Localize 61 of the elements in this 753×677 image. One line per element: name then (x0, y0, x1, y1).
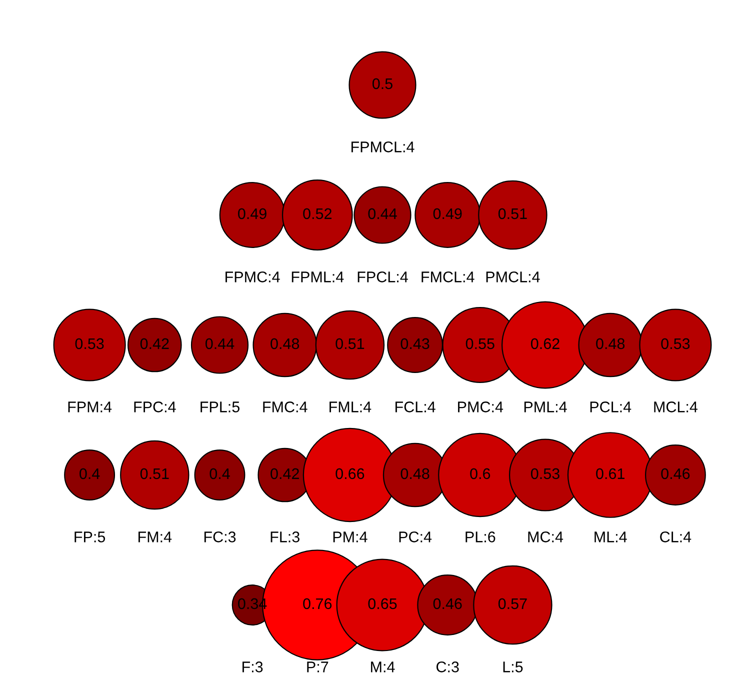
data-label: 0.53 (75, 338, 104, 350)
category-label: FMCL:4 (422, 272, 474, 282)
category-label: FPCL:4 (358, 272, 408, 282)
category-label: FPL:5 (200, 402, 240, 412)
data-label: 0.49 (238, 208, 266, 220)
data-label: 0.66 (336, 468, 364, 480)
category-label: FML:4 (330, 402, 372, 412)
data-label: 0.44 (205, 338, 234, 350)
data-label: 0.48 (270, 338, 300, 350)
category-label: PC:4 (399, 532, 432, 542)
data-label: 0.53 (530, 468, 560, 480)
data-label: 0.62 (530, 338, 560, 350)
category-label: C:3 (436, 662, 459, 672)
data-label: 0.43 (400, 338, 430, 350)
category-label: P:7 (307, 662, 328, 672)
data-label: 0.49 (433, 208, 462, 220)
data-label: 0.65 (368, 598, 397, 610)
category-label: PML:4 (524, 402, 567, 412)
category-label: FCL:4 (396, 402, 436, 412)
data-label: 0.44 (368, 208, 397, 220)
category-label: FC:3 (204, 532, 236, 542)
category-label: FPC:4 (134, 402, 176, 412)
data-label: 0.6 (470, 468, 490, 480)
category-label: PL:6 (466, 532, 496, 542)
category-label: MC:4 (528, 532, 564, 542)
category-label: L:5 (503, 662, 523, 672)
category-label: FP:5 (74, 532, 106, 542)
category-label: F:3 (242, 662, 263, 672)
data-label: 0.51 (336, 338, 364, 350)
data-label: 0.52 (303, 208, 332, 220)
data-label: 0.48 (596, 338, 625, 350)
data-label: 0.46 (433, 598, 462, 610)
category-label: PMCL:4 (486, 272, 540, 282)
data-label: 0.53 (661, 338, 690, 350)
data-label: 0.42 (140, 338, 169, 350)
data-label: 0.42 (270, 468, 299, 480)
data-label: 0.55 (466, 338, 494, 350)
category-label: FPMCL:4 (351, 142, 414, 152)
category-label: FM:4 (138, 532, 172, 542)
category-label: PCL:4 (590, 402, 632, 412)
data-label: 0.4 (80, 468, 100, 480)
category-label: PMC:4 (458, 402, 504, 412)
category-label: FMC:4 (263, 402, 308, 412)
data-label: 0.51 (140, 468, 169, 480)
data-label: 0.5 (372, 78, 392, 90)
category-label: MCL:4 (654, 402, 698, 412)
category-label: M:4 (371, 662, 395, 672)
data-label: 0.51 (498, 208, 527, 220)
category-label: FPMC:4 (226, 272, 280, 282)
category-label: ML:4 (594, 532, 627, 542)
data-label: 0.57 (498, 598, 527, 610)
category-label: FPML:4 (292, 272, 344, 282)
data-label: 0.4 (210, 468, 230, 480)
category-label: PM:4 (333, 532, 368, 542)
category-label: FL:3 (270, 532, 300, 542)
category-label: CL:4 (660, 532, 692, 542)
data-label: 0.61 (596, 468, 624, 480)
data-label: 0.48 (400, 468, 430, 480)
data-label: 0.46 (661, 468, 690, 480)
category-label: FPM:4 (68, 402, 112, 412)
data-label: 0.76 (303, 598, 332, 610)
